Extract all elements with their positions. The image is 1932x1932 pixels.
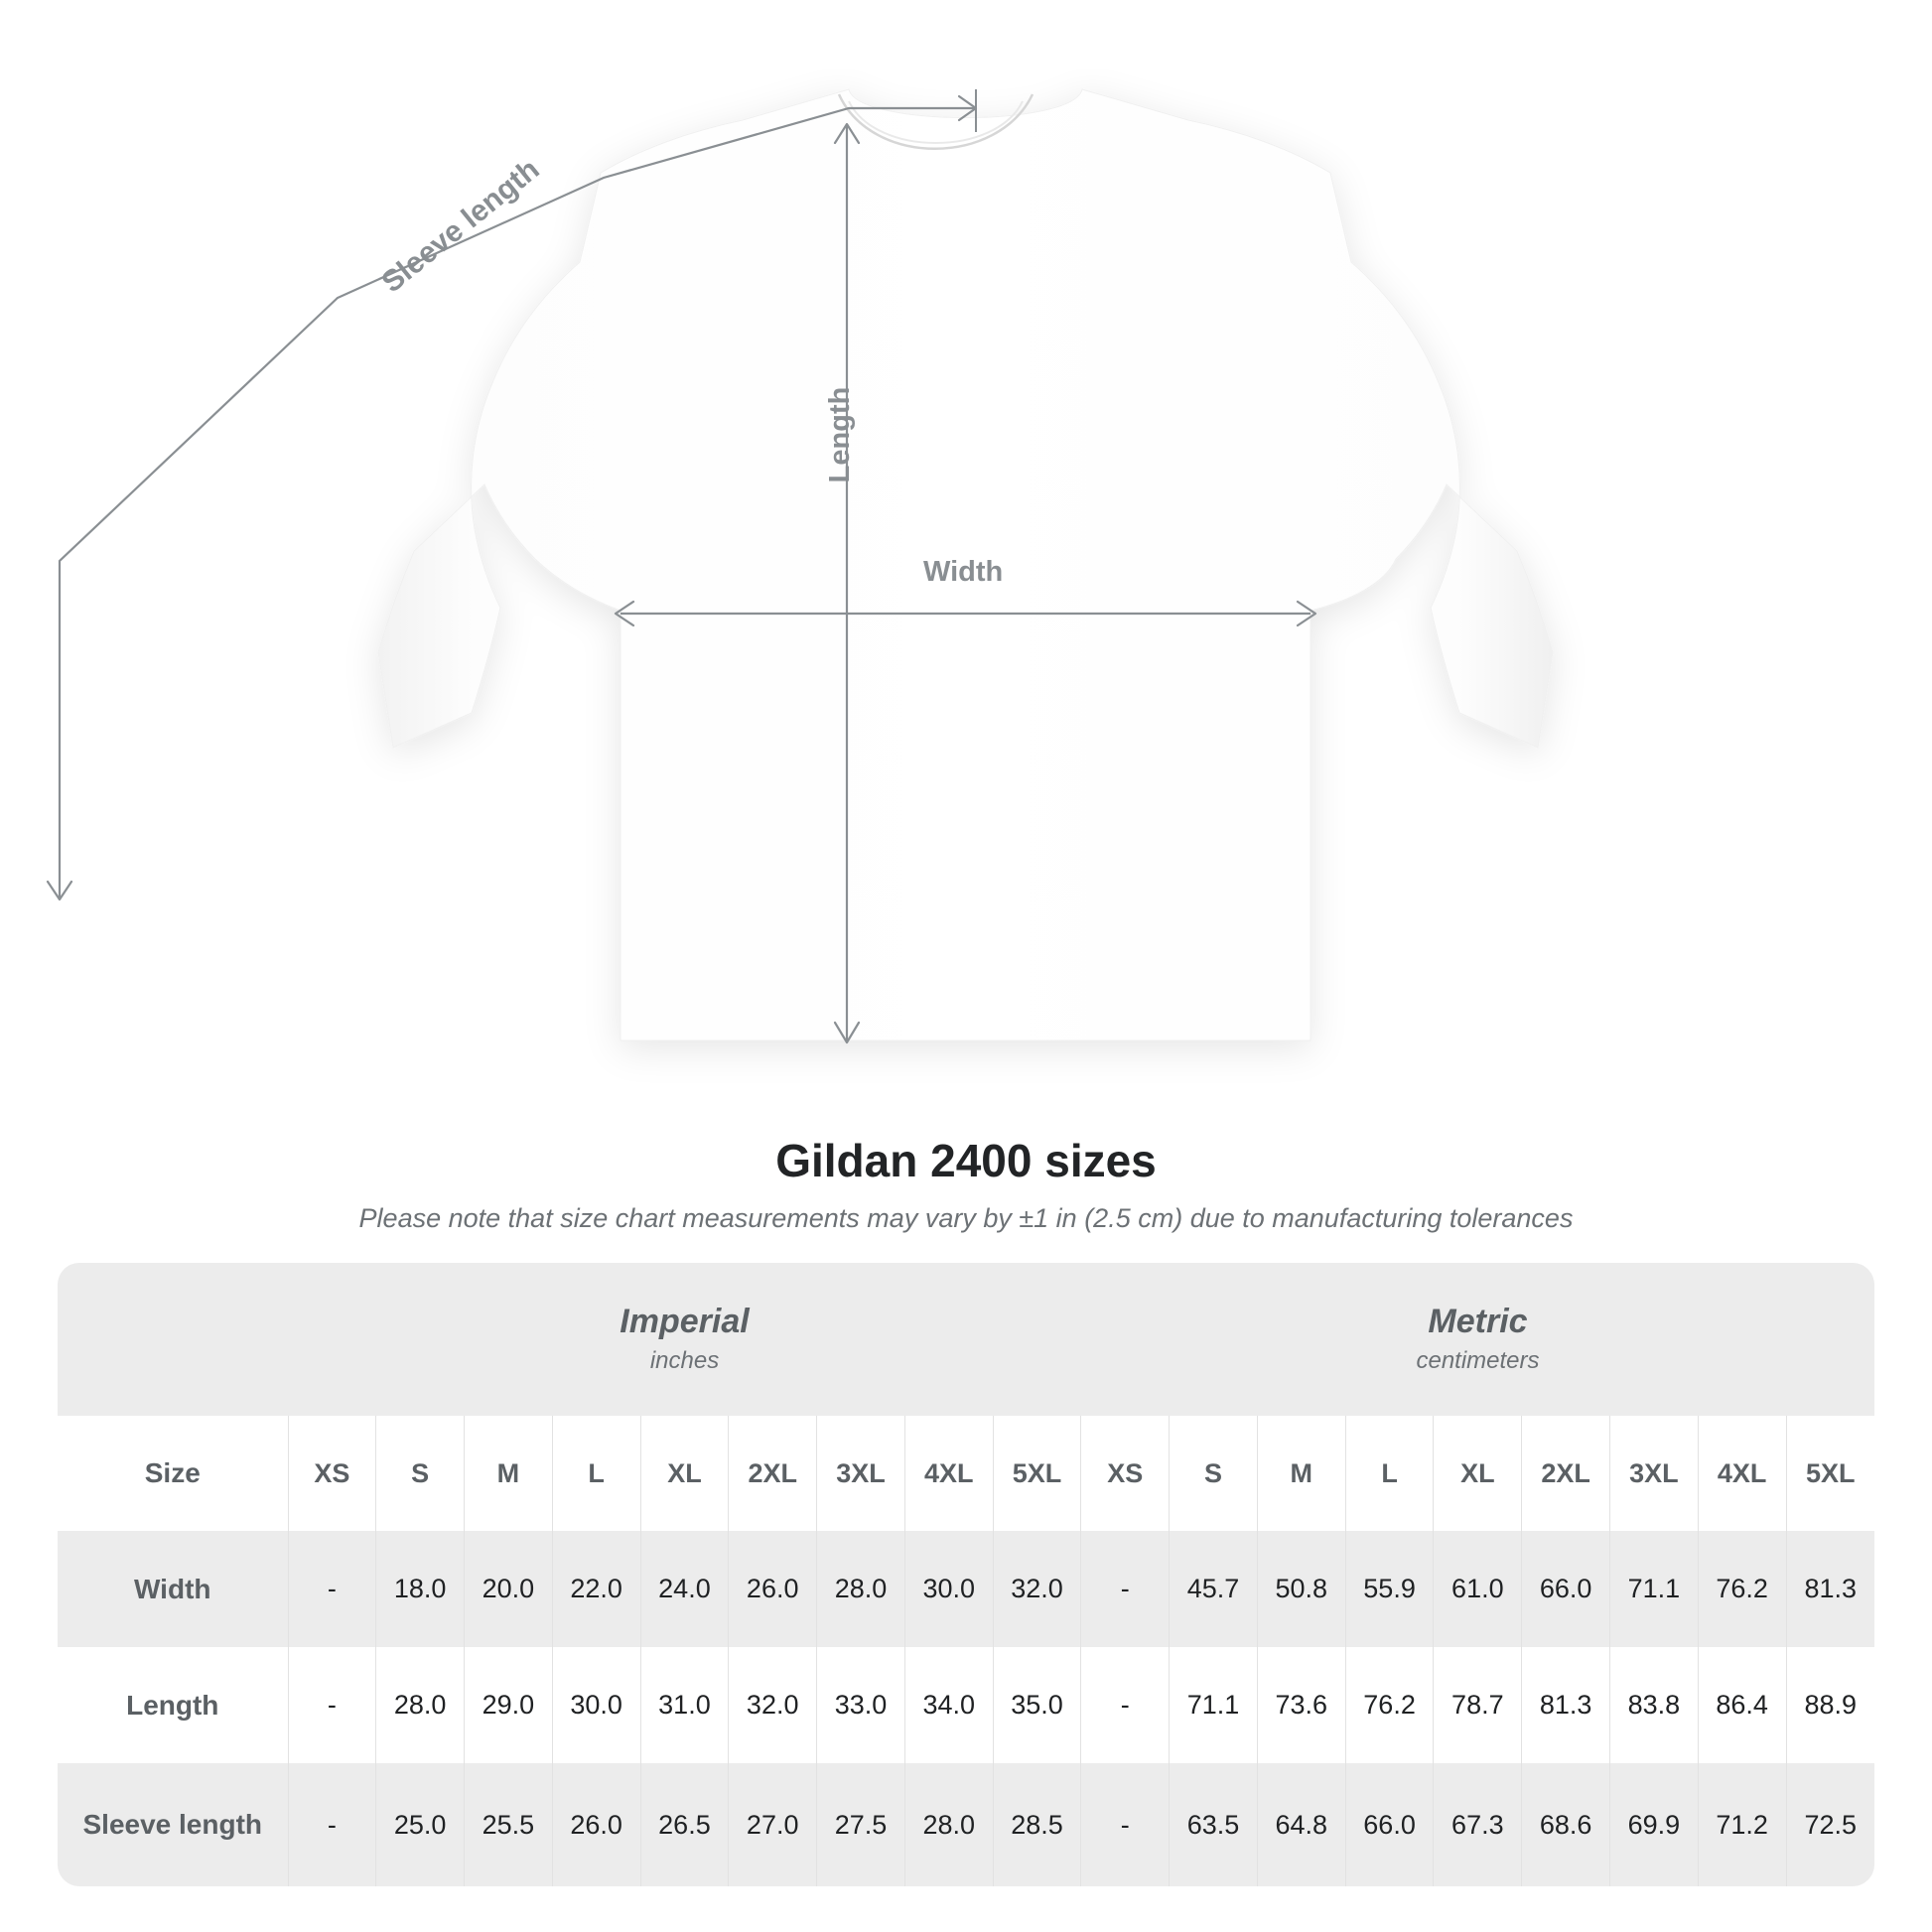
svg-text:Length: Length bbox=[824, 387, 856, 483]
svg-text:Width: Width bbox=[923, 556, 1003, 588]
svg-text:Sleeve length: Sleeve length bbox=[375, 153, 545, 299]
